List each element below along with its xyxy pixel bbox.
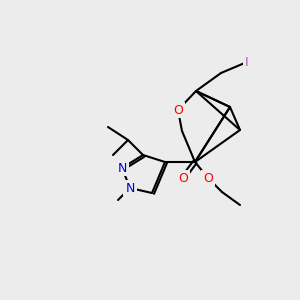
Text: I: I <box>245 56 249 68</box>
Text: N: N <box>125 182 135 194</box>
Text: N: N <box>117 161 127 175</box>
Text: O: O <box>173 103 183 116</box>
Text: O: O <box>203 172 213 184</box>
Text: O: O <box>178 172 188 184</box>
